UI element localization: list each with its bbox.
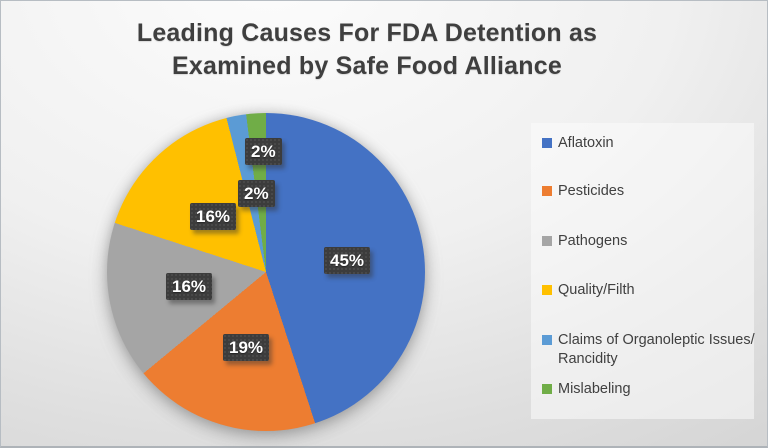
legend-label-aflatoxin: Aflatoxin [558, 135, 614, 151]
chart-title: Leading Causes For FDA Detention as Exam… [64, 17, 670, 83]
legend-item-pathogens: Pathogens [542, 232, 756, 251]
slice-label-pathogens: 16% [166, 273, 213, 300]
legend-swatch-pathogens [542, 236, 552, 246]
legend-label-pathogens: Pathogens [558, 233, 628, 249]
legend-item-claims-organoleptic: Claims of Organoleptic Issues/ Rancidity [542, 331, 756, 369]
legend-item-aflatoxin: Aflatoxin [542, 134, 756, 153]
legend-swatch-claims-organoleptic [542, 335, 552, 345]
slice-label-aflatoxin: 45% [324, 247, 371, 274]
legend-swatch-pesticides [542, 186, 552, 196]
legend-swatch-quality-filth [542, 285, 552, 295]
legend-label-quality-filth: Quality/Filth [558, 282, 635, 298]
legend-swatch-mislabeling [542, 384, 552, 394]
legend-item-pesticides: Pesticides [542, 182, 756, 201]
legend-item-quality-filth: Quality/Filth [542, 281, 756, 300]
pie [107, 113, 425, 431]
legend-background [531, 123, 754, 419]
slice-label-mislabeling: 2% [245, 138, 282, 165]
chart-title-line2: Examined by Safe Food Alliance [172, 52, 562, 80]
chart-title-line1: Leading Causes For FDA Detention as [136, 19, 598, 47]
legend-item-mislabeling: Mislabeling [542, 380, 756, 399]
slice-label-quality-filth: 16% [190, 203, 237, 230]
legend-label-pesticides: Pesticides [558, 183, 625, 199]
slice-label-claims-organoleptic: 2% [238, 180, 275, 207]
legend-label-claims-organoleptic: Claims of Organoleptic Issues/ Rancidity [558, 332, 755, 367]
slice-label-pesticides: 19% [223, 334, 270, 361]
legend-label-mislabeling: Mislabeling [558, 381, 631, 397]
legend-swatch-aflatoxin [542, 138, 552, 148]
